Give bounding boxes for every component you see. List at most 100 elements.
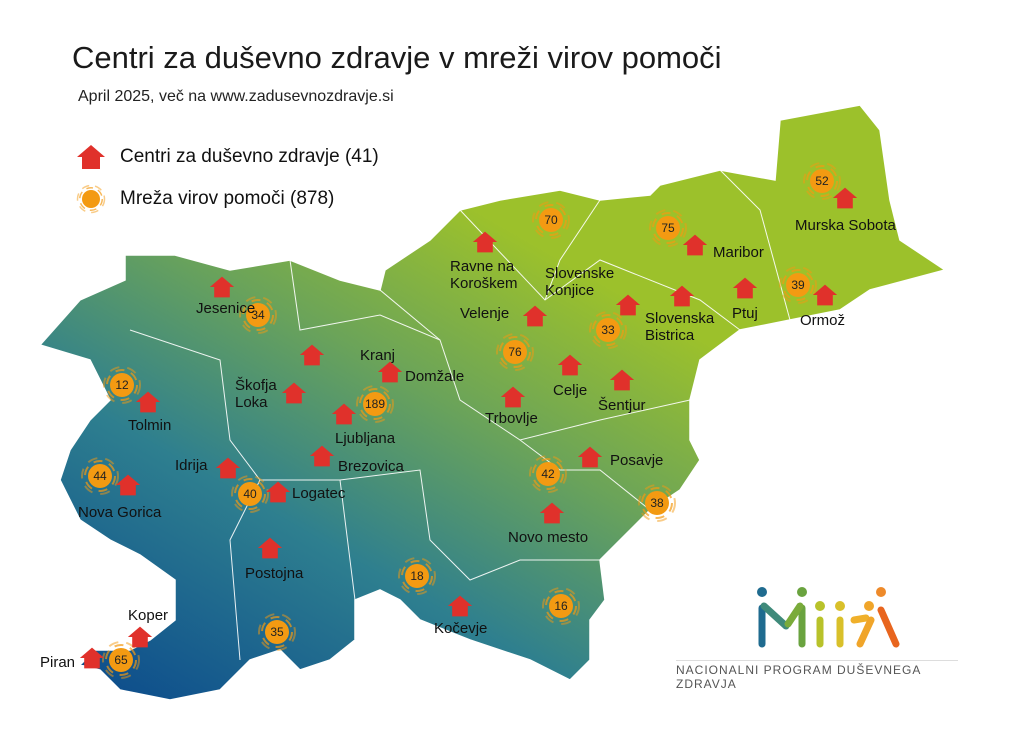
house-icon	[539, 502, 565, 524]
house-icon	[77, 145, 105, 169]
mental-health-center-marker[interactable]	[265, 480, 291, 504]
resource-hub-marker[interactable]: 38	[637, 483, 677, 523]
mental-health-center-marker[interactable]	[577, 445, 603, 469]
city-label: Ormož	[800, 312, 845, 329]
legend-label: Mreža virov pomoči (878)	[120, 188, 335, 209]
house-icon	[577, 446, 603, 468]
city-label: Celje	[553, 382, 588, 399]
mental-health-center-marker[interactable]	[447, 594, 473, 618]
resource-hub-marker[interactable]: 18	[397, 556, 437, 596]
city-label: Velenje	[460, 305, 510, 322]
mental-health-center-marker[interactable]	[257, 536, 283, 560]
resource-hub-marker[interactable]: 16	[541, 586, 581, 626]
mental-health-center-marker[interactable]	[539, 501, 565, 525]
house-icon	[215, 457, 241, 479]
mental-health-center-marker[interactable]	[135, 390, 161, 414]
city-label: Jesenice	[196, 300, 256, 317]
resource-hub-marker[interactable]: 33	[588, 310, 628, 350]
mental-health-center-marker[interactable]	[522, 304, 548, 328]
house-icon	[257, 537, 283, 559]
mental-health-center-marker[interactable]	[377, 360, 403, 384]
mental-health-center-marker[interactable]	[309, 444, 335, 468]
mental-health-center-marker[interactable]	[215, 456, 241, 480]
city-label: Kočevje	[434, 620, 488, 637]
house-icon	[609, 369, 635, 391]
resource-hub-marker[interactable]: 75	[648, 208, 688, 248]
house-icon	[615, 294, 641, 316]
resource-count: 189	[364, 397, 386, 411]
mental-health-center-marker[interactable]	[472, 230, 498, 254]
resource-count: 52	[815, 174, 829, 188]
resource-count: 76	[508, 345, 522, 359]
mental-health-center-marker[interactable]	[615, 293, 641, 317]
mental-health-center-marker[interactable]	[299, 343, 325, 367]
mental-health-center-marker[interactable]	[127, 625, 153, 649]
mental-health-center-marker[interactable]	[500, 385, 526, 409]
mental-health-center-marker[interactable]	[609, 368, 635, 392]
mental-health-center-marker[interactable]	[281, 381, 307, 405]
mental-health-center-marker[interactable]	[682, 233, 708, 257]
resource-count: 34	[251, 308, 265, 322]
city-label: Tolmin	[128, 417, 172, 434]
city-label: Slovenska Bistrica	[645, 310, 715, 344]
city-label: Domžale	[405, 368, 465, 385]
resource-hub-marker[interactable]: 44	[80, 456, 120, 496]
mental-health-center-marker[interactable]	[832, 186, 858, 210]
house-icon	[682, 234, 708, 256]
resource-hub-marker[interactable]: 65	[101, 640, 141, 680]
city-label: Logatec	[292, 485, 346, 502]
resource-count: 40	[243, 487, 257, 501]
house-icon	[500, 386, 526, 408]
city-label: Ljubljana	[335, 430, 396, 447]
resource-hub-marker[interactable]: 189	[355, 384, 395, 424]
city-label: Novo mesto	[508, 529, 589, 546]
page-title: Centri za duševno zdravje v mreži virov …	[72, 40, 722, 75]
city-label: Škofja Loka	[235, 377, 277, 411]
house-icon	[79, 647, 105, 669]
house-icon	[732, 277, 758, 299]
resource-hub-marker[interactable]: 70	[531, 200, 571, 240]
resource-hub-marker[interactable]: 40	[230, 474, 270, 514]
house-icon	[447, 595, 473, 617]
legend-item-resources: Mreža virov pomoči (878)	[76, 184, 334, 214]
mental-health-center-marker[interactable]	[209, 275, 235, 299]
city-label: Ptuj	[732, 305, 758, 322]
city-label: Trbovlje	[485, 410, 538, 427]
mira-logo	[757, 587, 900, 648]
house-icon	[669, 285, 695, 307]
mental-health-center-marker[interactable]	[812, 283, 838, 307]
resource-count: 16	[554, 599, 568, 613]
resource-hub-marker[interactable]: 39	[778, 265, 818, 305]
city-label: Slovenske Konjice	[545, 265, 615, 299]
mental-health-center-marker[interactable]	[79, 646, 105, 670]
house-icon	[522, 305, 548, 327]
resource-count: 38	[650, 496, 664, 510]
resource-count: 70	[544, 213, 558, 227]
city-label: Postojna	[245, 565, 304, 582]
resource-count: 44	[93, 469, 107, 483]
house-icon	[331, 403, 357, 425]
house-icon	[135, 391, 161, 413]
resource-count: 42	[541, 467, 555, 481]
legend-item-centers: Centri za duševno zdravje (41)	[76, 144, 379, 170]
house-icon	[377, 361, 403, 383]
city-label: Nova Gorica	[78, 504, 162, 521]
resource-count: 39	[791, 278, 805, 292]
resource-hub-marker[interactable]: 76	[495, 332, 535, 372]
house-icon	[832, 187, 858, 209]
mental-health-center-marker[interactable]	[115, 473, 141, 497]
mental-health-center-marker[interactable]	[669, 284, 695, 308]
resource-hub-marker[interactable]: 42	[528, 454, 568, 494]
house-icon	[812, 284, 838, 306]
resource-count: 18	[410, 569, 424, 583]
resource-hub-marker[interactable]: 52	[802, 161, 842, 201]
resource-hub-marker[interactable]: 12	[102, 365, 142, 405]
page-subtitle: April 2025, več na www.zadusevnozdravje.…	[78, 88, 394, 105]
mental-health-center-marker[interactable]	[331, 402, 357, 426]
house-icon	[265, 481, 291, 503]
mental-health-center-marker[interactable]	[557, 353, 583, 377]
resource-hub-marker[interactable]: 35	[257, 612, 297, 652]
mental-health-center-marker[interactable]	[732, 276, 758, 300]
resource-hub-marker[interactable]: 34	[238, 295, 278, 335]
